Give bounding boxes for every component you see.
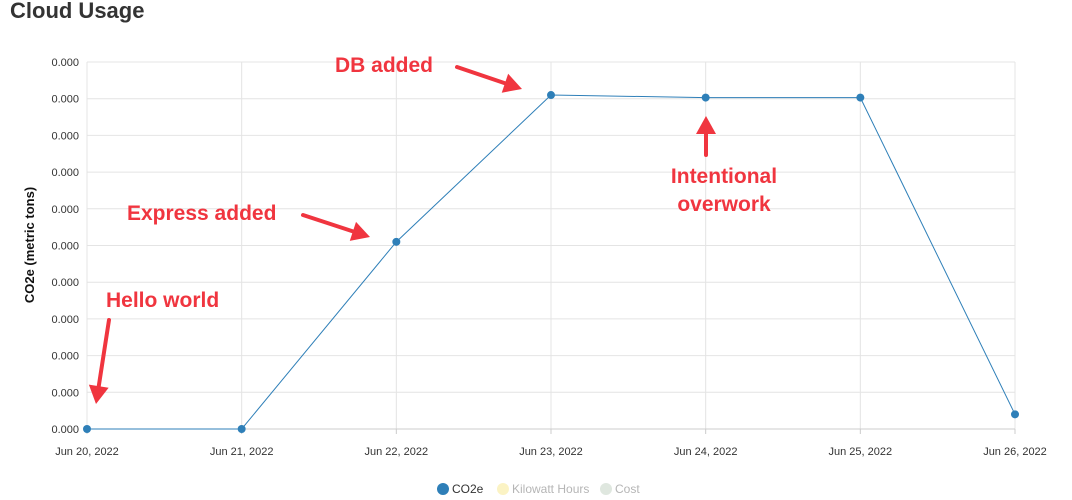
annotation-label: overwork — [677, 193, 771, 216]
x-tick-label: Jun 23, 2022 — [519, 446, 583, 458]
y-tick-label: 0.000 — [51, 424, 79, 436]
series-co2e — [83, 91, 1019, 433]
x-axis-ticks: Jun 20, 2022 Jun 21, 2022 Jun 22, 2022 Jun … — [55, 428, 1047, 458]
x-tick-label: Jun 25, 2022 — [829, 446, 893, 458]
legend-item-cost[interactable]: Cost — [600, 482, 640, 496]
y-tick-label: 0.000 — [51, 57, 79, 69]
data-point[interactable] — [701, 93, 710, 102]
annotations: Hello world Express added DB added Intentio… — [88, 54, 777, 404]
x-tick-label: Jun 26, 2022 — [983, 446, 1047, 458]
legend: CO2e Kilowatt Hours Cost — [437, 482, 640, 496]
annotation-arrow-shaft — [455, 65, 507, 86]
y-tick-label: 0.000 — [51, 167, 79, 179]
legend-label: Cost — [615, 482, 640, 496]
x-tick-label: Jun 20, 2022 — [55, 446, 119, 458]
legend-swatch — [497, 483, 509, 495]
annotation-label: Hello world — [106, 289, 219, 312]
data-point[interactable] — [83, 425, 91, 433]
y-tick-label: 0.000 — [51, 94, 79, 106]
legend-swatch — [600, 483, 612, 495]
y-tick-label: 0.000 — [51, 130, 79, 142]
legend-item-co2e[interactable]: CO2e — [437, 482, 484, 496]
y-tick-label: 0.000 — [51, 277, 79, 289]
legend-label: Kilowatt Hours — [512, 482, 589, 496]
data-point[interactable] — [856, 93, 865, 102]
data-point[interactable] — [237, 424, 246, 433]
x-tick-label: Jun 21, 2022 — [210, 446, 274, 458]
annotation-label: Intentional — [671, 165, 777, 188]
x-tick-label: Jun 24, 2022 — [674, 446, 738, 458]
annotation-label: Express added — [127, 202, 276, 225]
y-tick-label: 0.000 — [51, 351, 79, 363]
grid-lines — [86, 61, 1016, 430]
x-tick-label: Jun 22, 2022 — [365, 446, 429, 458]
y-axis-label: CO2e (metric tons) — [22, 187, 37, 303]
page-title: Cloud Usage — [10, 0, 145, 23]
y-tick-label: 0.000 — [51, 387, 79, 399]
legend-swatch — [437, 483, 449, 495]
data-point[interactable] — [547, 91, 555, 100]
y-axis-ticks: 0.000 0.000 0.000 0.000 0.000 0.000 0.000 0.000… — [51, 57, 79, 436]
data-point[interactable] — [392, 237, 401, 246]
annotation-arrow-head — [349, 221, 370, 241]
y-tick-label: 0.000 — [51, 314, 79, 326]
annotation-arrow-head — [696, 116, 716, 134]
y-tick-label: 0.000 — [51, 204, 79, 216]
annotation-arrow-shaft — [96, 318, 111, 389]
annotation-arrow-head — [88, 384, 109, 404]
legend-item-kilowatt-hours[interactable]: Kilowatt Hours — [497, 482, 589, 496]
annotation-arrow-head — [501, 73, 522, 93]
data-point[interactable] — [1011, 410, 1019, 419]
annotation-label: DB added — [335, 54, 433, 77]
y-tick-label: 0.000 — [51, 241, 79, 253]
annotation-arrow-shaft — [301, 213, 355, 234]
legend-label: CO2e — [452, 482, 484, 496]
